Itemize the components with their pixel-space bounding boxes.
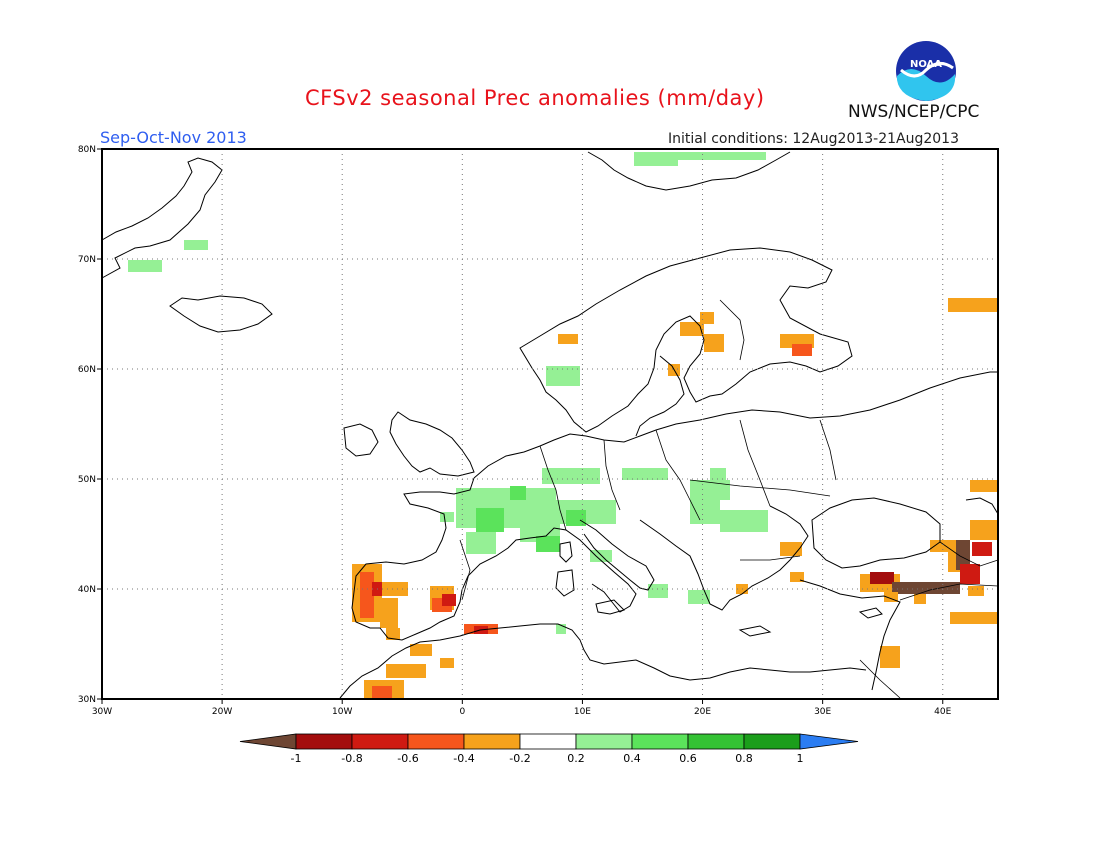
- colorbar-tick-label: -0.8: [341, 752, 362, 765]
- anomaly-cell: [542, 468, 600, 484]
- anomaly-cell: [510, 486, 526, 500]
- anomaly-cell: [884, 592, 898, 602]
- colorbar-segment: [743, 733, 801, 750]
- anomaly-cell: [970, 480, 998, 492]
- anomaly-cell: [700, 312, 714, 324]
- colorbar-segment: [351, 733, 409, 750]
- anomaly-cell: [690, 500, 720, 524]
- noaa-logo: NOAA: [895, 40, 957, 102]
- colorbar-arrow-high: [799, 733, 859, 750]
- anomaly-cell: [688, 590, 710, 604]
- lon-label: 0: [459, 707, 465, 717]
- anomaly-cell: [440, 658, 454, 668]
- anomaly-cell: [870, 572, 894, 584]
- latitude-labels: 30N 40N 50N 60N 70N 80N: [78, 145, 96, 705]
- anomaly-cell: [476, 508, 504, 532]
- lat-label: 30N: [78, 695, 96, 705]
- anomaly-cells: [128, 152, 998, 698]
- anomaly-cell: [442, 594, 456, 606]
- anomaly-cell: [678, 152, 766, 160]
- colorbar-segment: [575, 733, 633, 750]
- anomaly-cell: [648, 584, 668, 598]
- anomaly-cell: [968, 586, 984, 596]
- colorbar-segment: [407, 733, 465, 750]
- logo-text: NOAA: [910, 59, 942, 70]
- anomaly-cell: [382, 582, 408, 596]
- anomaly-cell: [558, 334, 578, 344]
- lon-label: 30E: [814, 707, 831, 717]
- anomaly-cell: [690, 480, 730, 500]
- lon-label: 10E: [574, 707, 591, 717]
- lon-label: 20E: [694, 707, 711, 717]
- anomaly-cell: [410, 644, 432, 656]
- lat-label: 50N: [78, 475, 96, 485]
- anomaly-cell: [556, 624, 566, 634]
- colorbar-tick-label: -0.6: [397, 752, 418, 765]
- coastlines: [101, 151, 999, 699]
- anomaly-cell: [972, 542, 992, 556]
- anomaly-cell: [386, 664, 426, 678]
- anomaly-cell: [790, 572, 804, 582]
- anomaly-cell: [720, 510, 768, 532]
- anomaly-cell: [914, 594, 926, 604]
- anomaly-cell: [948, 298, 998, 312]
- lat-label: 40N: [78, 585, 96, 595]
- agency-label: NWS/NCEP/CPC: [848, 102, 980, 122]
- anomaly-cell: [880, 646, 900, 668]
- colorbar-tick-label: 0.8: [735, 752, 753, 765]
- colorbar-segment: [631, 733, 689, 750]
- anomaly-cell: [372, 686, 392, 698]
- initial-conditions: Initial conditions: 12Aug2013-21Aug2013: [668, 131, 959, 147]
- colorbar-arrow-low: [239, 733, 297, 750]
- anomaly-cell: [546, 366, 580, 386]
- lon-label: 30W: [92, 707, 112, 717]
- anomaly-cell: [184, 240, 208, 250]
- colorbar-segment: [687, 733, 745, 750]
- anomaly-cell: [466, 532, 496, 554]
- map-title: CFSv2 seasonal Prec anomalies (mm/day): [305, 86, 765, 110]
- anomaly-cell: [956, 540, 970, 570]
- anomaly-cell: [360, 572, 374, 618]
- anomaly-cell: [710, 468, 726, 480]
- anomaly-cell: [792, 344, 812, 356]
- anomaly-cell: [680, 322, 704, 336]
- anomaly-cell: [960, 564, 980, 584]
- anomaly-cell: [704, 334, 724, 352]
- lon-label: 40E: [934, 707, 951, 717]
- anomaly-cell: [634, 152, 678, 166]
- colorbar-tick-label: 0.6: [679, 752, 697, 765]
- anomaly-cell: [950, 612, 998, 624]
- colorbar-ticks: -1 -0.8 -0.6 -0.4 -0.2 0.2 0.4 0.6 0.8 1: [291, 752, 804, 765]
- lat-label: 80N: [78, 145, 96, 155]
- colorbar-segment: [519, 733, 577, 750]
- lon-label: 20W: [212, 707, 232, 717]
- colorbar-tick-label: 0.2: [567, 752, 585, 765]
- lon-label: 10W: [332, 707, 352, 717]
- colorbar-tick-label: -0.4: [453, 752, 474, 765]
- lat-label: 70N: [78, 255, 96, 265]
- colorbar-tick-label: -1: [291, 752, 302, 765]
- anomaly-cell: [386, 628, 400, 640]
- colorbar-tick-label: 1: [797, 752, 804, 765]
- colorbar-segment: [463, 733, 521, 750]
- colorbar-tick-label: -0.2: [509, 752, 530, 765]
- anomaly-cell: [440, 512, 454, 522]
- anomaly-cell: [380, 598, 398, 628]
- anomaly-cell: [536, 536, 560, 552]
- anomaly-cell: [590, 550, 612, 562]
- anomaly-cell: [970, 520, 998, 540]
- season-label: Sep-Oct-Nov 2013: [100, 128, 247, 147]
- colorbar-tick-label: 0.4: [623, 752, 641, 765]
- anomaly-cell: [622, 468, 668, 480]
- lat-label: 60N: [78, 365, 96, 375]
- colorbar-segment: [295, 733, 353, 750]
- anomaly-cell: [566, 510, 586, 526]
- map-frame: [101, 148, 999, 700]
- longitude-labels: 30W 20W 10W 0 10E 20E 30E 40E: [92, 707, 952, 717]
- anomaly-cell: [128, 260, 162, 272]
